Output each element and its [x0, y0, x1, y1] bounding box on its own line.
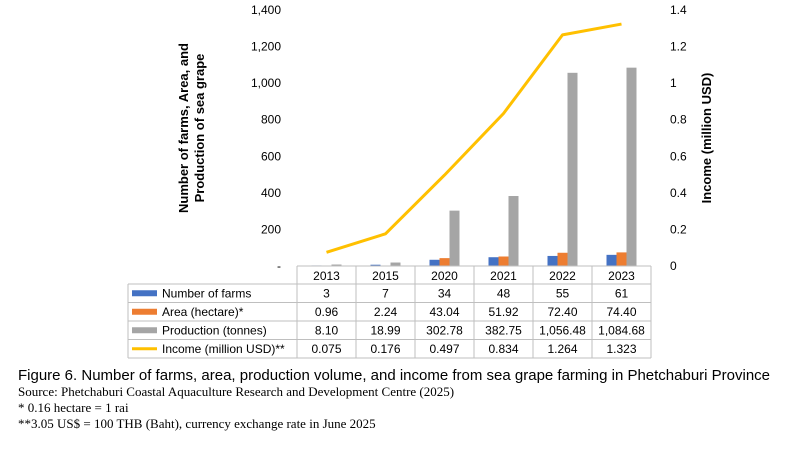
y-axis-label-line: Number of farms, Area, and — [176, 43, 191, 213]
bar — [567, 72, 578, 266]
legend-entry: Production (tonnes) — [162, 323, 267, 337]
y2-axis-label: Income (million USD) — [699, 73, 714, 204]
x-tick-label: 2021 — [490, 269, 517, 283]
data-label: 2.24 — [374, 305, 398, 319]
bar — [331, 264, 342, 266]
x-tick-label: 2023 — [608, 269, 635, 283]
data-label: 0.497 — [429, 342, 459, 356]
legend-key-swatch — [132, 327, 157, 334]
y2-tick-label: 1.4 — [670, 3, 687, 17]
right-axis-ticks: 0 0.2 0.4 0.6 0.8 1 1.2 1.4 — [670, 3, 687, 273]
bar — [557, 252, 568, 266]
series-line — [326, 22, 622, 254]
data-label: 0.075 — [311, 342, 341, 356]
data-label: 18.99 — [370, 323, 400, 337]
legend-key-swatch — [132, 290, 157, 297]
caption-note-exchange: **3.05 US$ = 100 THB (Baht), currency ex… — [18, 416, 376, 431]
caption-title: Figure 6. Number of farms, area, product… — [18, 367, 771, 384]
bar — [449, 210, 460, 266]
bar — [439, 258, 450, 266]
y2-tick-label: 1.2 — [670, 40, 687, 54]
bar — [606, 254, 617, 266]
data-label: 61 — [615, 286, 629, 300]
data-label: 74.40 — [606, 305, 636, 319]
data-label: 1.323 — [606, 342, 636, 356]
y-tick-label: 200 — [261, 222, 281, 236]
data-label: 382.75 — [485, 323, 522, 337]
y-tick-label: 800 — [261, 113, 281, 127]
data-label: 51.92 — [488, 305, 518, 319]
y2-tick-label: 1 — [670, 76, 677, 90]
y2-tick-label: 0.2 — [670, 222, 687, 236]
data-label: 8.10 — [315, 323, 339, 337]
left-axis-ticks: - 200 400 600 800 1,000 1,200 1,400 — [251, 3, 281, 273]
data-label: 43.04 — [429, 305, 459, 319]
x-tick-label: 2015 — [372, 269, 399, 283]
data-label: 3 — [323, 286, 330, 300]
bar — [390, 262, 401, 266]
legend-entry: Number of farms — [162, 286, 251, 300]
y-tick-label: 1,200 — [251, 40, 281, 54]
data-label: 1,056.48 — [539, 323, 586, 337]
caption-note-hectare: * 0.16 hectare = 1 rai — [18, 400, 129, 415]
legend-key-swatch — [132, 308, 157, 315]
data-label: 34 — [438, 286, 452, 300]
bar — [370, 264, 381, 266]
data-label: 72.40 — [547, 305, 577, 319]
bar — [498, 256, 509, 266]
y2-tick-label: 0.4 — [670, 186, 687, 200]
data-label: 302.78 — [426, 323, 463, 337]
bar — [488, 257, 499, 266]
data-label: 0.176 — [370, 342, 400, 356]
data-label: 1.264 — [547, 342, 577, 356]
y2-tick-label: 0.6 — [670, 149, 687, 163]
figure-caption: Figure 6. Number of farms, area, product… — [18, 367, 778, 432]
bar — [508, 196, 519, 266]
y-axis-label-line: Production of sea grape — [192, 54, 207, 203]
bar — [626, 67, 637, 267]
caption-source: Source: Phetchaburi Coastal Aquaculture … — [18, 384, 455, 399]
x-tick-label: 2013 — [313, 269, 340, 283]
y-tick-label: 1,000 — [251, 76, 281, 90]
data-table: 2013 2015 2020 2021 2022 2023 Number of farms 3… — [127, 265, 652, 359]
y-tick-label: 400 — [261, 186, 281, 200]
y-tick-label: 600 — [261, 149, 281, 163]
legend-entry: Income (million USD)** — [162, 342, 285, 356]
y2-tick-label: 0.8 — [670, 113, 687, 127]
bar — [429, 259, 440, 266]
legend-entry: Area (hectare)* — [162, 305, 244, 319]
x-tick-label: 2020 — [431, 269, 458, 283]
data-label: 48 — [497, 286, 511, 300]
data-label: 0.834 — [488, 342, 518, 356]
bar — [616, 252, 627, 266]
data-label: 55 — [556, 286, 570, 300]
y-tick-label: 1,400 — [251, 3, 281, 17]
data-label: 7 — [382, 286, 389, 300]
plot-area — [311, 22, 637, 267]
y-axis-label: Number of farms, Area, andProduction of … — [176, 43, 207, 213]
data-label: 0.96 — [315, 305, 339, 319]
y-tick-label: - — [277, 259, 281, 273]
bar — [547, 255, 558, 266]
y2-tick-label: 0 — [670, 259, 677, 273]
x-tick-label: 2022 — [549, 269, 576, 283]
data-label: 1,084.68 — [598, 323, 645, 337]
